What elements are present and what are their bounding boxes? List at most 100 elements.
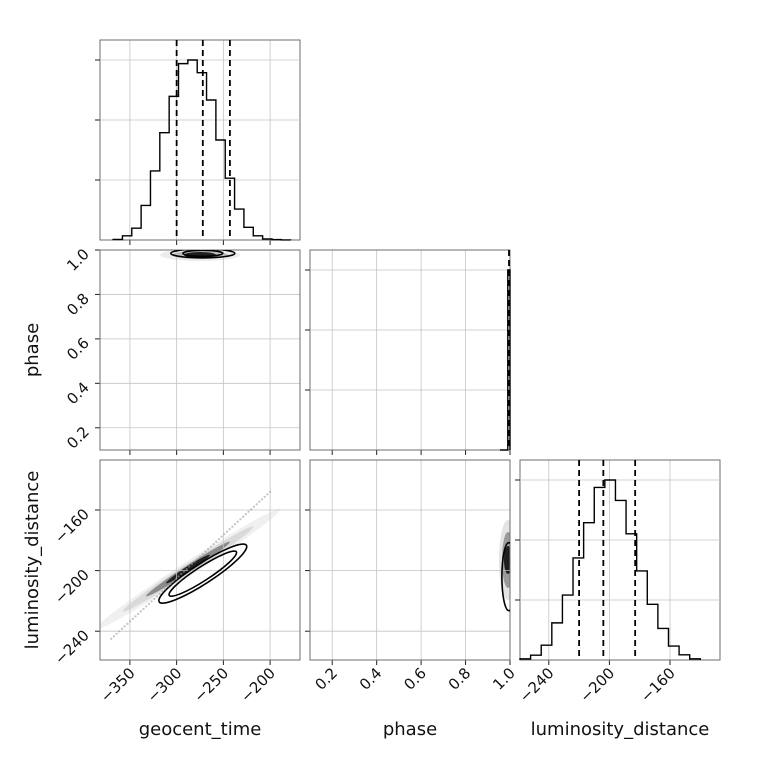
x-tick-label: −350 bbox=[97, 664, 139, 706]
x-tick-label: 0.4 bbox=[356, 664, 386, 694]
x-tick-label: 0.6 bbox=[400, 664, 430, 694]
sample-point bbox=[266, 493, 269, 496]
sample-point bbox=[228, 528, 231, 531]
x-tick-label: −200 bbox=[576, 664, 618, 706]
sample-point bbox=[255, 503, 258, 506]
y-tick-label: 0.8 bbox=[63, 290, 93, 320]
sample-point bbox=[166, 585, 169, 588]
sample-point bbox=[212, 543, 215, 546]
sample-point bbox=[250, 508, 253, 511]
sample-point bbox=[110, 637, 113, 640]
contour-geocent-distance bbox=[158, 543, 248, 604]
sample-point bbox=[128, 620, 132, 623]
sample-point bbox=[236, 520, 239, 523]
sample-point bbox=[201, 552, 204, 556]
y-tick-label: 0.6 bbox=[63, 334, 93, 364]
sample-point bbox=[204, 550, 207, 553]
sample-point bbox=[177, 575, 180, 578]
sample-point bbox=[163, 587, 167, 591]
sample-point bbox=[239, 518, 242, 521]
sample-point bbox=[260, 498, 264, 501]
sample-point bbox=[252, 505, 256, 508]
sample-point bbox=[220, 535, 223, 538]
sample-point bbox=[207, 548, 210, 551]
sample-point bbox=[215, 540, 218, 543]
sample-point bbox=[190, 562, 194, 566]
x-axis-label: phase bbox=[383, 719, 437, 740]
sample-point bbox=[180, 572, 183, 576]
sample-point bbox=[209, 545, 212, 548]
histogram-geocent_time bbox=[112, 59, 292, 241]
sample-point bbox=[185, 567, 188, 571]
x-axis-label: geocent_time bbox=[139, 719, 262, 740]
y-tick-label: −160 bbox=[51, 505, 93, 547]
sample-point bbox=[131, 617, 134, 620]
sample-point bbox=[268, 490, 272, 493]
x-tick-label: 0.2 bbox=[311, 664, 341, 694]
y-axis-label: luminosity_distance bbox=[22, 471, 43, 650]
histogram-phase bbox=[500, 269, 511, 451]
sample-point bbox=[174, 577, 177, 581]
x-tick-label: −160 bbox=[637, 664, 679, 706]
x-tick-label: −300 bbox=[144, 664, 186, 706]
sample-point bbox=[188, 565, 191, 568]
y-tick-label: 0.2 bbox=[63, 423, 93, 453]
x-tick-label: −200 bbox=[237, 664, 279, 706]
panel-frame bbox=[519, 459, 721, 661]
sample-point bbox=[172, 580, 175, 583]
joint-geocent-distance-density bbox=[100, 508, 281, 630]
sample-point bbox=[150, 600, 153, 603]
sample-point bbox=[118, 630, 121, 633]
sample-point bbox=[223, 533, 226, 536]
sample-point bbox=[147, 602, 151, 606]
y-tick-label: −240 bbox=[51, 626, 93, 668]
x-tick-label: 1.0 bbox=[489, 664, 519, 694]
contour-geocent-phase bbox=[182, 250, 224, 258]
sample-point bbox=[120, 627, 124, 630]
contour-geocent-distance bbox=[168, 550, 238, 597]
sample-point bbox=[231, 525, 234, 528]
sample-point bbox=[134, 615, 137, 618]
y-tick-label: 0.4 bbox=[63, 378, 93, 408]
sample-point bbox=[158, 592, 161, 596]
sample-point bbox=[123, 625, 126, 628]
panel-frame bbox=[99, 39, 301, 241]
sample-point bbox=[247, 510, 250, 513]
panel-frame bbox=[309, 249, 511, 451]
panel-frame bbox=[99, 459, 301, 661]
sample-point bbox=[193, 560, 196, 563]
sample-point bbox=[126, 622, 129, 625]
x-tick-label: 0.8 bbox=[445, 664, 475, 694]
histogram-luminosity_distance bbox=[519, 479, 702, 660]
sample-point bbox=[217, 538, 221, 541]
sample-point bbox=[115, 632, 118, 635]
panel-frame bbox=[309, 459, 511, 661]
contour-phase-distance bbox=[501, 541, 510, 612]
y-tick-label: 1.0 bbox=[63, 245, 93, 275]
sample-point bbox=[233, 523, 237, 526]
x-tick-label: −240 bbox=[516, 664, 558, 706]
sample-point bbox=[198, 555, 202, 558]
sample-point bbox=[263, 495, 266, 498]
sample-point bbox=[196, 557, 199, 561]
x-tick-label: −250 bbox=[190, 664, 232, 706]
sample-point bbox=[258, 500, 261, 503]
sample-point bbox=[161, 590, 164, 593]
sample-point bbox=[142, 607, 145, 610]
sample-point bbox=[169, 582, 172, 586]
sample-point bbox=[139, 610, 142, 613]
sample-point bbox=[242, 515, 245, 518]
y-axis-label: phase bbox=[22, 323, 43, 377]
sample-point bbox=[182, 570, 186, 573]
sample-point bbox=[225, 530, 229, 533]
sample-point bbox=[244, 513, 247, 516]
sample-point bbox=[153, 597, 156, 601]
sample-point bbox=[137, 612, 140, 615]
contour-geocent-phase bbox=[170, 250, 236, 259]
sample-point bbox=[155, 595, 159, 598]
sample-point bbox=[145, 605, 148, 608]
sample-point bbox=[112, 635, 116, 638]
y-tick-label: −200 bbox=[51, 566, 93, 608]
